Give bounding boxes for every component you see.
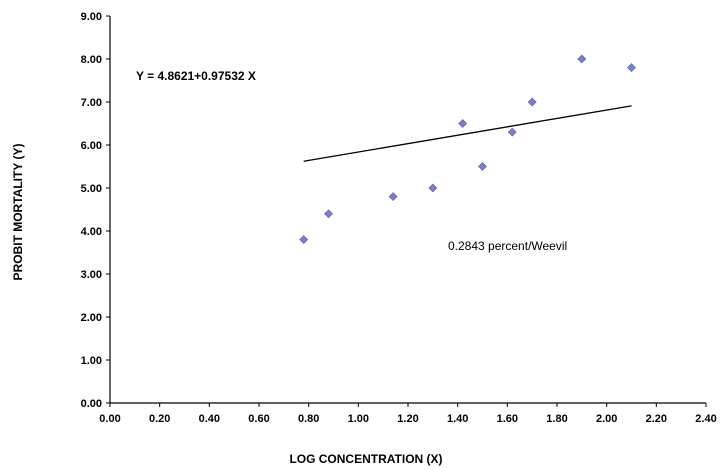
x-tick-label: 0.80 — [298, 413, 319, 425]
y-tick-label: 8.00 — [81, 54, 102, 66]
x-tick-label: 1.20 — [397, 413, 418, 425]
data-point — [458, 119, 468, 128]
x-tick-label: 0.20 — [149, 413, 170, 425]
x-tick-label: 0.40 — [199, 413, 220, 425]
y-tick-label: 3.00 — [81, 269, 102, 281]
x-ticks: 0.00 0.20 0.40 0.60 0.80 1.00 1.20 1.40 1.60 1.80… — [99, 403, 717, 425]
y-tick-label: 4.00 — [81, 226, 102, 238]
x-tick-label: 0.00 — [99, 413, 120, 425]
y-tick-label: 0.00 — [81, 398, 102, 410]
data-point — [507, 127, 517, 137]
data-point — [527, 97, 537, 107]
equation-annotation: Y = 4.8621+0.97532 X — [136, 69, 256, 83]
points-layer — [299, 54, 636, 245]
x-tick-label: 2.40 — [695, 413, 716, 425]
trendline-layer — [303, 105, 632, 162]
x-tick-label: 2.20 — [646, 413, 667, 425]
y-tick-label: 1.00 — [81, 355, 102, 367]
x-tick-label: 1.40 — [447, 413, 468, 425]
y-tick-label: 9.00 — [81, 11, 102, 23]
y-axis-title: PROBIT MORTALITY (Y) — [11, 144, 25, 281]
data-point — [478, 162, 487, 171]
trendline — [303, 105, 632, 162]
y-ticks: 0.00 1.00 2.00 3.00 4.00 5.00 6.00 7.00 8.00 9.00 — [81, 11, 110, 410]
data-point — [428, 183, 438, 193]
data-point — [577, 54, 587, 64]
x-tick-label: 1.80 — [546, 413, 567, 425]
data-point — [299, 235, 309, 245]
x-tick-label: 2.00 — [596, 413, 617, 425]
x-tick-label: 1.60 — [497, 413, 518, 425]
data-point — [627, 63, 636, 73]
data-point — [324, 209, 333, 219]
x-axis-title: LOG CONCENTRATION (X) — [289, 452, 442, 466]
x-tick-label: 1.00 — [348, 413, 369, 425]
x-tick-label: 0.60 — [248, 413, 269, 425]
y-tick-label: 6.00 — [81, 140, 102, 152]
y-tick-label: 2.00 — [81, 312, 102, 324]
ld50-annotation: 0.2843 percent/Weevil — [448, 239, 567, 253]
y-tick-label: 5.00 — [81, 183, 102, 195]
data-point — [388, 192, 398, 202]
y-tick-label: 7.00 — [81, 97, 102, 109]
